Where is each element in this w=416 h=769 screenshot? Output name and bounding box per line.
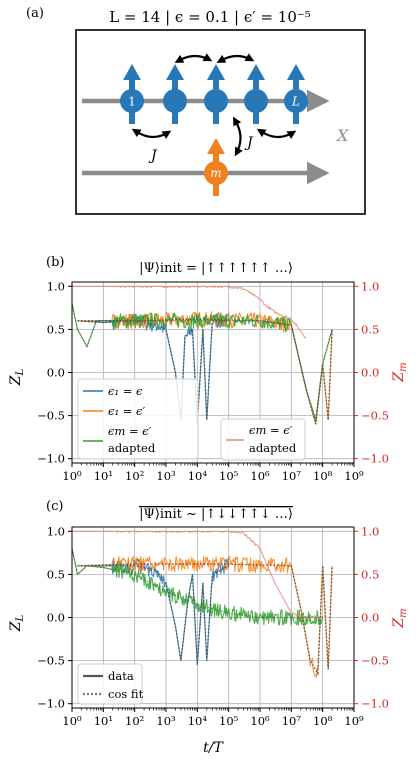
panel-b-ticks: 10⁰ 10¹ 10² 10³ 10⁴ 10⁵ 10⁶ 10⁷ 10⁸ 10⁹ 1.0 1.0 0.5 0… <box>37 279 389 483</box>
spin-chain: 1 L <box>120 64 308 124</box>
spin-1: 1 <box>120 64 144 124</box>
series-line-3 <box>72 285 307 339</box>
legend-epsm-epsprime: ϵm = ϵ′ <box>108 424 152 438</box>
y-right-tick-label: −0.5 <box>361 409 389 423</box>
x-tick-label: 10⁸ <box>313 714 333 728</box>
x-tick-label: 10⁹ <box>344 469 364 483</box>
panel-c-ylabel-right: Zm <box>391 608 409 628</box>
coupling-arc-top-2 <box>216 53 255 63</box>
cos-fit-line-green <box>71 548 323 619</box>
legend-right-adapted: adapted <box>249 441 297 455</box>
panel-c-label: (c) <box>46 499 63 514</box>
panel-a-frame <box>75 29 366 215</box>
x-tick-label: 10⁸ <box>313 469 333 483</box>
x-tick-label: 10⁵ <box>219 469 239 483</box>
y-right-tick-label: 1.0 <box>361 279 379 293</box>
y-right-tick-label: 0.5 <box>361 567 379 581</box>
x-tick-label: 10² <box>125 469 144 483</box>
coupling-j-left: J <box>148 148 158 164</box>
x-tick-label: 10⁷ <box>282 469 302 483</box>
x-tick-label: 10⁷ <box>282 714 302 728</box>
cos-fit-line-green <box>71 303 333 421</box>
spin-2 <box>163 64 187 124</box>
panel-b: (b) |Ψ⟩init = |↑↑↑↑↑↑ …⟩ 10⁰ 10¹ 10² 10³ 10⁴… <box>8 255 409 483</box>
x-tick-label: 10⁴ <box>188 469 208 483</box>
panel-b-label: (b) <box>46 255 64 270</box>
x-tick-label: 10⁶ <box>250 714 270 728</box>
ancilla-label: m <box>210 166 221 180</box>
y-right-tick-label: −0.5 <box>361 654 389 668</box>
x-tick-label: 10¹ <box>94 714 113 728</box>
panel-c-series <box>71 530 333 678</box>
y-right-tick-label: 0.5 <box>361 322 379 336</box>
coupling-arc-bottom-left <box>131 128 172 139</box>
y-tick-label: −1.0 <box>37 452 65 466</box>
cos-fit-line-1 <box>77 563 333 676</box>
panel-a-title: L = 14 | ϵ = 0.1 | ϵ′ = 10⁻⁵ <box>109 8 311 26</box>
series-line-3 <box>72 530 324 620</box>
y-tick-label: 0.5 <box>47 322 65 336</box>
coupling-arc-bottom-right <box>256 128 297 139</box>
y-tick-label: 0.0 <box>47 366 65 380</box>
y-tick-label: 1.0 <box>47 279 65 293</box>
spin-3 <box>204 64 228 124</box>
x-tick-label: 10⁹ <box>344 714 364 728</box>
y-right-tick-label: 0.0 <box>361 366 379 380</box>
x-tick-label: 10³ <box>156 469 176 483</box>
axis-x-label: X <box>335 126 349 145</box>
panel-c-title: |Ψ⟩init ~ |↑↓↓↑↑↓ …⟩ <box>139 507 293 522</box>
series-line-2 <box>71 303 333 421</box>
x-tick-label: 10⁶ <box>250 469 270 483</box>
legend-eps1-eps: ϵ₁ = ϵ <box>108 384 143 398</box>
y-tick-label: 1.0 <box>47 524 65 538</box>
panel-b-title: |Ψ⟩init = |↑↑↑↑↑↑ …⟩ <box>139 261 293 276</box>
x-tick-label: 10⁰ <box>62 714 82 728</box>
panel-a-label: (a) <box>26 6 44 21</box>
panel-b-series <box>71 285 333 425</box>
x-tick-label: 10⁵ <box>219 714 239 728</box>
y-right-tick-label: −1.0 <box>361 697 389 711</box>
legend-data: data <box>108 669 134 683</box>
panel-c-ylabel: ZL <box>8 614 26 632</box>
panel-c: (c) |Ψ⟩init ~ |↑↓↓↑↑↓ …⟩ 10⁰ 10¹ 10² 10³ 10⁴… <box>8 499 409 756</box>
panel-b-legend-left: ϵ₁ = ϵ ϵ₁ = ϵ′ ϵm = ϵ′ adapted <box>77 378 199 460</box>
panel-b-ylabel-right: Zm <box>391 362 409 382</box>
cos-fit-line-0 <box>77 565 230 665</box>
coupling-arc-top-1 <box>174 53 213 63</box>
panel-a: (a) L = 14 | ϵ = 0.1 | ϵ′ = 10⁻⁵ X 1 <box>26 6 366 215</box>
y-tick-label: 0.0 <box>47 611 65 625</box>
y-tick-label: 0.5 <box>47 567 65 581</box>
spin-4 <box>244 64 268 124</box>
site-first-label: 1 <box>128 95 136 109</box>
y-tick-label: −1.0 <box>37 697 65 711</box>
panel-c-legend: data cos fit <box>77 663 144 705</box>
x-tick-label: 10³ <box>156 714 176 728</box>
ancilla-spin: m <box>204 138 228 196</box>
panel-c-xlabel: t/T <box>203 740 224 756</box>
site-last-label: L <box>291 95 300 109</box>
legend-adapted-left: adapted <box>108 441 156 455</box>
x-tick-label: 10⁴ <box>188 714 208 728</box>
panel-c-ticks: 10⁰ 10¹ 10² 10³ 10⁴ 10⁵ 10⁶ 10⁷ 10⁸ 10⁹ 1.0 1.0 0.5 0… <box>37 524 389 728</box>
x-tick-label: 10⁰ <box>62 469 82 483</box>
y-right-tick-label: 1.0 <box>361 524 379 538</box>
x-tick-label: 10² <box>125 714 144 728</box>
coupling-j-right: J <box>244 135 254 151</box>
legend-cos-fit: cos fit <box>108 687 144 701</box>
cos-fit-line-1 <box>77 318 333 425</box>
legend-right-epsm: ϵm = ϵ′ <box>249 423 293 437</box>
coupling-arc-ancilla <box>232 116 243 157</box>
panel-b-ylabel: ZL <box>8 368 26 386</box>
y-tick-label: −0.5 <box>37 409 65 423</box>
legend-eps1-epsprime: ϵ₁ = ϵ′ <box>108 404 145 418</box>
y-tick-label: −0.5 <box>37 654 65 668</box>
y-right-tick-label: 0.0 <box>361 611 379 625</box>
spin-L: L <box>284 64 308 124</box>
y-right-tick-label: −1.0 <box>361 452 389 466</box>
panel-b-legend-right: ϵm = ϵ′ adapted <box>220 418 306 461</box>
x-tick-label: 10¹ <box>94 469 113 483</box>
